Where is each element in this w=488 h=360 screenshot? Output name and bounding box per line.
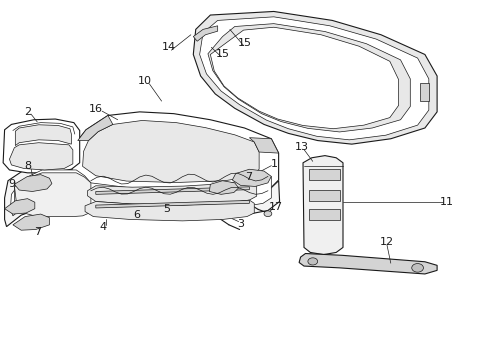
Polygon shape [3,119,80,173]
Polygon shape [13,214,49,230]
Text: 2: 2 [24,107,31,117]
Text: 9: 9 [8,179,15,189]
Polygon shape [193,12,436,144]
Polygon shape [96,187,249,194]
Polygon shape [9,143,73,170]
Polygon shape [82,121,259,183]
Polygon shape [4,199,35,214]
Circle shape [411,264,423,272]
Polygon shape [193,26,217,41]
Polygon shape [308,190,339,201]
Circle shape [264,211,271,217]
Text: 5: 5 [163,204,170,215]
Polygon shape [419,83,428,101]
Text: 6: 6 [132,210,140,220]
Polygon shape [78,116,113,140]
Text: 10: 10 [137,76,151,86]
Polygon shape [10,170,271,216]
Polygon shape [303,156,342,255]
Polygon shape [71,112,278,199]
Text: 8: 8 [24,161,31,171]
Polygon shape [85,200,254,221]
Polygon shape [199,17,428,140]
Polygon shape [87,179,256,205]
Polygon shape [15,125,71,145]
Text: 11: 11 [439,197,453,207]
Text: 7: 7 [244,172,251,182]
Polygon shape [232,169,271,186]
Polygon shape [4,167,279,226]
Polygon shape [299,253,436,274]
Text: 13: 13 [294,142,308,152]
Polygon shape [249,138,278,153]
Polygon shape [209,181,238,194]
Polygon shape [308,210,339,220]
Text: 16: 16 [89,104,102,114]
Polygon shape [210,27,398,129]
Polygon shape [308,169,339,180]
Polygon shape [207,24,409,132]
Text: 14: 14 [162,42,176,52]
Text: 7: 7 [34,227,41,237]
Polygon shape [14,175,52,192]
Text: 4: 4 [100,222,106,232]
Text: 3: 3 [237,219,244,229]
Text: 17: 17 [268,202,283,212]
Text: 15: 15 [216,49,229,59]
Polygon shape [14,173,91,217]
Circle shape [307,258,317,265]
Text: 12: 12 [379,237,393,247]
Polygon shape [96,201,249,208]
Text: 1: 1 [271,159,278,169]
Text: 15: 15 [237,38,251,48]
